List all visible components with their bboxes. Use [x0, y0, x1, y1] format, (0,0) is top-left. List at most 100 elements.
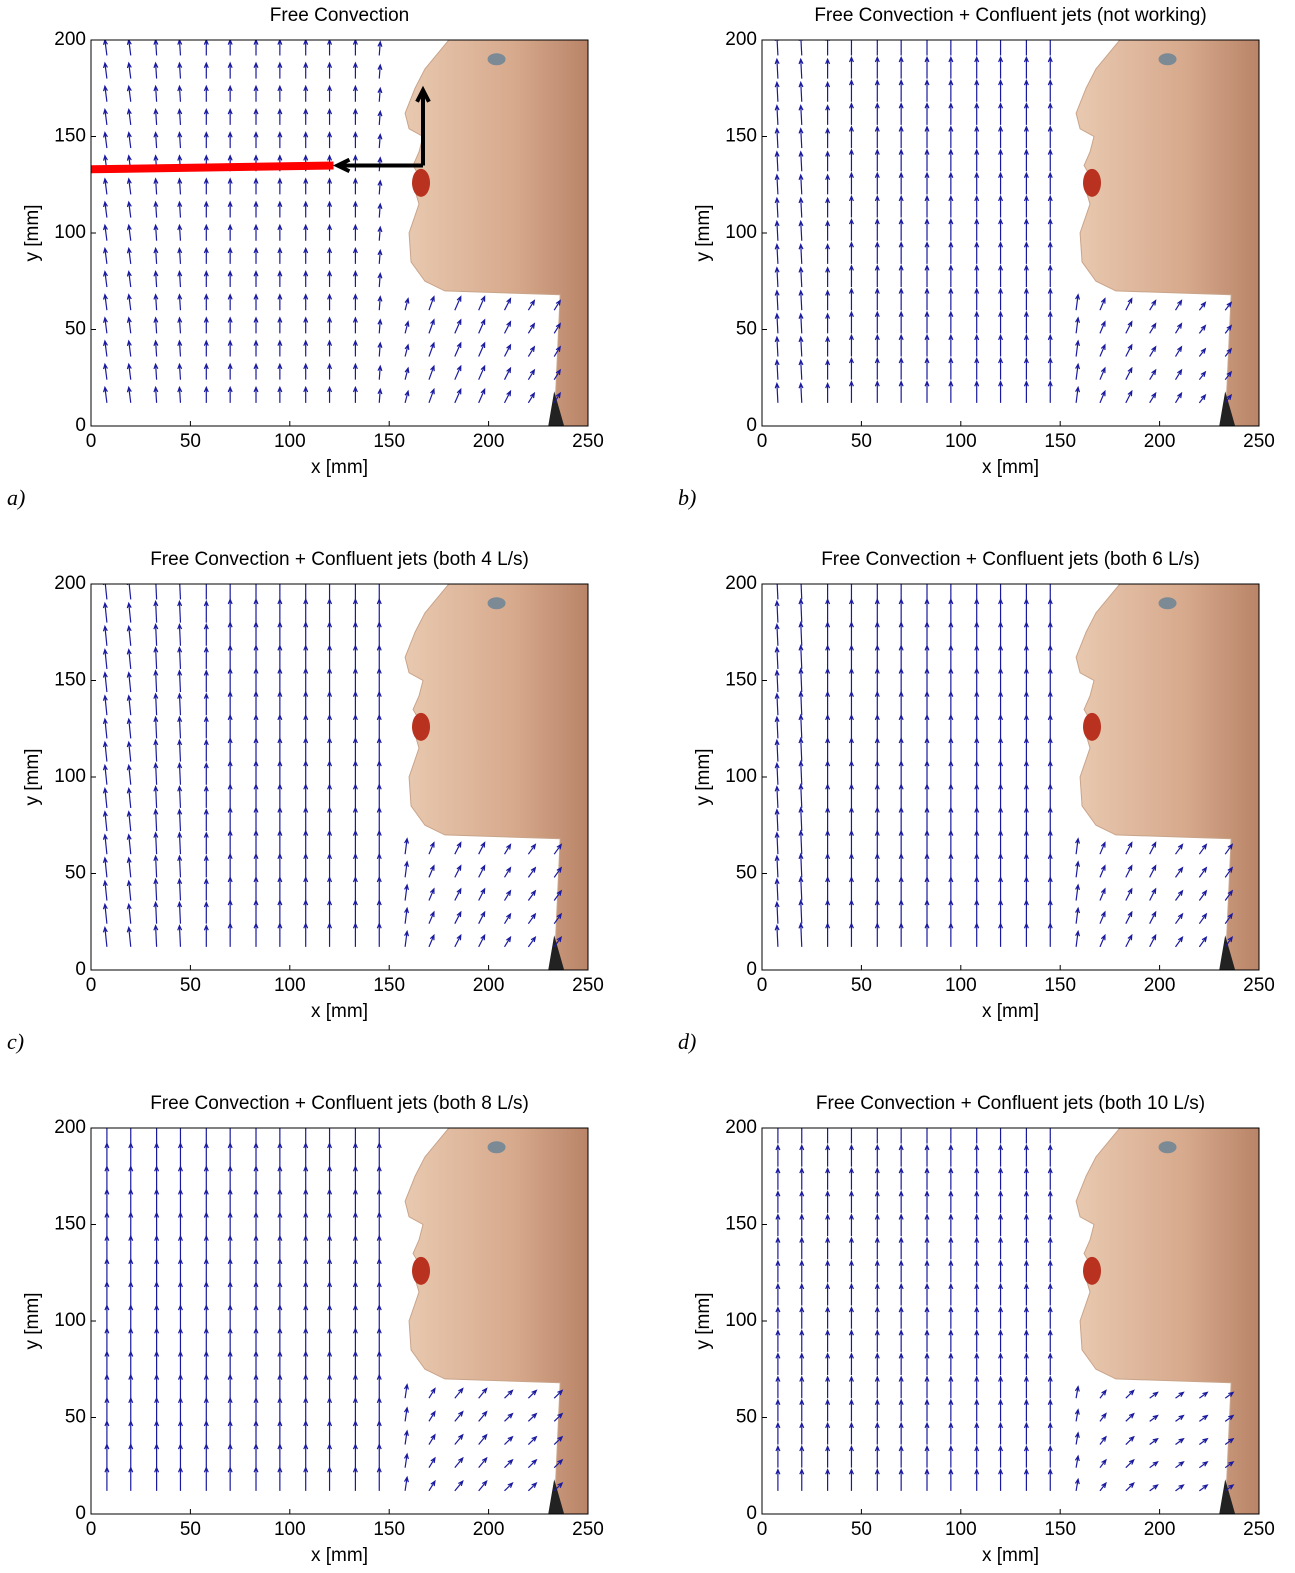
velocity-arrow — [455, 320, 461, 334]
velocity-arrow — [1048, 1331, 1052, 1352]
velocity-arrow — [254, 576, 258, 599]
velocity-arrow — [1076, 295, 1080, 310]
velocity-arrow — [1048, 785, 1052, 808]
velocity-arrow — [254, 623, 258, 646]
velocity-arrow — [228, 901, 232, 924]
velocity-arrow — [1048, 1145, 1052, 1166]
velocity-arrow — [228, 63, 232, 78]
velocity-arrow — [875, 1192, 879, 1213]
lips — [412, 1257, 430, 1285]
velocity-arrow — [204, 86, 208, 101]
velocity-arrow — [228, 762, 232, 785]
velocity-arrow — [304, 762, 308, 785]
velocity-arrow — [304, 1352, 308, 1375]
velocity-arrow — [875, 173, 879, 194]
velocity-arrow — [353, 202, 357, 217]
velocity-arrow — [328, 133, 332, 148]
velocity-arrow — [999, 1470, 1003, 1491]
eye — [488, 53, 506, 65]
velocity-arrow — [254, 1259, 258, 1282]
y-axis-label: y [mm] — [693, 749, 714, 806]
velocity-arrow — [1048, 1169, 1052, 1190]
x-tick-label: 250 — [572, 431, 604, 452]
velocity-arrow — [328, 1167, 332, 1190]
velocity-arrow — [304, 1167, 308, 1190]
velocity-arrow — [999, 1284, 1003, 1305]
velocity-arrow — [178, 109, 182, 124]
plot-area — [775, 576, 1259, 970]
velocity-arrow — [479, 1412, 487, 1422]
velocity-arrow — [278, 272, 282, 287]
velocity-arrow — [875, 57, 879, 78]
velocity-arrow — [1075, 1479, 1079, 1491]
velocity-arrow — [154, 578, 158, 599]
velocity-arrow — [1076, 318, 1080, 333]
velocity-arrow — [850, 1446, 854, 1467]
velocity-arrow — [826, 854, 830, 877]
velocity-arrow — [1199, 326, 1205, 334]
velocity-arrow — [1024, 1192, 1028, 1213]
velocity-arrow — [254, 1306, 258, 1329]
y-tick-label: 100 — [54, 1310, 86, 1331]
velocity-arrow — [776, 1377, 780, 1398]
velocity-arrow — [278, 599, 282, 622]
velocity-arrow — [154, 202, 158, 217]
velocity-arrow — [1024, 1122, 1028, 1143]
velocity-arrow — [1076, 364, 1080, 379]
velocity-arrow — [429, 297, 434, 311]
velocity-arrow — [278, 623, 282, 646]
velocity-arrow — [254, 1468, 258, 1491]
velocity-arrow — [228, 387, 232, 402]
velocity-arrow — [204, 1468, 208, 1491]
velocity-arrow — [127, 387, 131, 402]
velocity-arrow — [129, 1421, 133, 1444]
velocity-arrow — [278, 341, 282, 356]
velocity-arrow — [228, 1352, 232, 1375]
velocity-arrow — [776, 1354, 780, 1375]
velocity-arrow — [528, 845, 535, 855]
velocity-arrow — [949, 1400, 953, 1421]
velocity-arrow — [1024, 382, 1028, 403]
velocity-arrow — [975, 738, 979, 761]
velocity-arrow — [278, 1375, 282, 1398]
velocity-arrow — [328, 1375, 332, 1398]
velocity-arrow — [479, 912, 485, 924]
velocity-arrow — [949, 382, 953, 403]
velocity-arrow — [949, 623, 953, 646]
velocity-arrow — [1100, 1460, 1106, 1468]
panel-label: b) — [678, 485, 696, 510]
velocity-arrow — [826, 360, 830, 379]
x-axis-label: x [mm] — [982, 1001, 1039, 1022]
velocity-arrow — [377, 576, 381, 599]
velocity-arrow — [1150, 347, 1156, 357]
velocity-arrow — [127, 928, 131, 947]
y-tick-label: 200 — [725, 573, 757, 594]
velocity-arrow — [826, 646, 830, 669]
velocity-arrow — [975, 901, 979, 924]
velocity-arrow — [850, 1238, 854, 1259]
velocity-arrow — [377, 1213, 381, 1236]
velocity-arrow — [776, 1423, 780, 1444]
velocity-arrow — [1048, 1400, 1052, 1421]
velocity-arrow — [127, 248, 131, 263]
velocity-arrow — [850, 243, 854, 264]
velocity-arrow — [1176, 937, 1183, 947]
velocity-arrow — [353, 248, 357, 263]
velocity-arrow — [776, 1238, 780, 1259]
velocity-arrow — [178, 787, 182, 808]
velocity-arrow — [228, 1329, 232, 1352]
velocity-arrow — [1176, 1485, 1184, 1491]
velocity-arrow — [505, 299, 511, 311]
velocity-arrow — [899, 150, 903, 171]
velocity-arrow — [103, 835, 107, 854]
velocity-arrow — [127, 341, 131, 356]
velocity-arrow — [429, 912, 434, 924]
velocity-arrow — [949, 901, 953, 924]
velocity-arrow — [405, 862, 409, 877]
velocity-arrow — [378, 42, 382, 56]
velocity-arrow — [799, 82, 803, 101]
x-tick-label: 0 — [86, 1519, 97, 1540]
velocity-arrow — [899, 901, 903, 924]
velocity-arrow — [155, 1282, 159, 1305]
velocity-arrow — [875, 831, 879, 854]
